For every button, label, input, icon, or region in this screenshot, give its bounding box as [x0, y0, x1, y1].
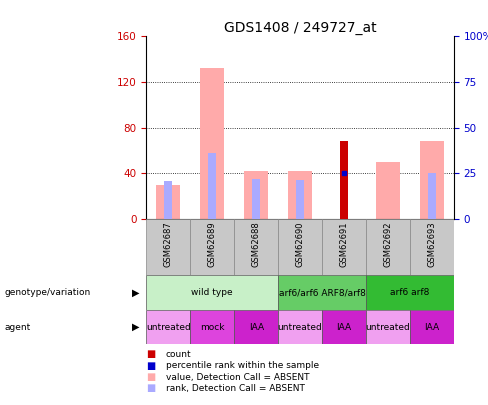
Text: GSM62691: GSM62691: [340, 222, 348, 267]
Bar: [340, 173, 348, 219]
Text: GSM62689: GSM62689: [208, 222, 217, 267]
Text: wild type: wild type: [191, 288, 233, 297]
Bar: [146, 275, 278, 310]
Bar: [208, 153, 216, 219]
Bar: [234, 219, 278, 275]
Text: mock: mock: [200, 322, 224, 332]
Bar: [288, 171, 312, 219]
Bar: [410, 219, 454, 275]
Text: ■: ■: [146, 361, 156, 371]
Title: GDS1408 / 249727_at: GDS1408 / 249727_at: [224, 21, 376, 35]
Bar: [296, 180, 304, 219]
Bar: [190, 310, 234, 344]
Bar: [278, 310, 322, 344]
Bar: [146, 219, 190, 275]
Text: rank, Detection Call = ABSENT: rank, Detection Call = ABSENT: [166, 384, 305, 393]
Text: IAA: IAA: [337, 322, 351, 332]
Text: GSM62688: GSM62688: [252, 222, 261, 267]
Bar: [252, 179, 260, 219]
Text: GSM62693: GSM62693: [427, 222, 436, 267]
Text: arf6/arf6 ARF8/arf8: arf6/arf6 ARF8/arf8: [279, 288, 366, 297]
Bar: [244, 171, 268, 219]
Text: agent: agent: [5, 322, 31, 332]
Bar: [234, 310, 278, 344]
Text: untreated: untreated: [366, 322, 410, 332]
Bar: [322, 219, 366, 275]
Text: IAA: IAA: [249, 322, 264, 332]
Text: ■: ■: [146, 384, 156, 393]
Text: untreated: untreated: [278, 322, 323, 332]
Text: count: count: [166, 350, 192, 359]
Bar: [156, 185, 181, 219]
Bar: [322, 310, 366, 344]
Bar: [146, 310, 190, 344]
Bar: [366, 275, 454, 310]
Bar: [420, 141, 444, 219]
Bar: [376, 162, 400, 219]
Text: GSM62690: GSM62690: [296, 222, 305, 267]
Text: genotype/variation: genotype/variation: [5, 288, 91, 297]
Bar: [410, 310, 454, 344]
Text: ■: ■: [146, 350, 156, 359]
Text: ▶: ▶: [132, 288, 139, 298]
Text: ▶: ▶: [132, 322, 139, 332]
Text: GSM62692: GSM62692: [384, 222, 392, 267]
Bar: [190, 219, 234, 275]
Text: GSM62687: GSM62687: [164, 222, 173, 267]
Text: IAA: IAA: [425, 322, 439, 332]
Bar: [278, 219, 322, 275]
Text: ■: ■: [146, 372, 156, 382]
Text: arf6 arf8: arf6 arf8: [390, 288, 429, 297]
Text: value, Detection Call = ABSENT: value, Detection Call = ABSENT: [166, 373, 309, 382]
Bar: [366, 219, 410, 275]
Bar: [164, 181, 172, 219]
Bar: [428, 173, 436, 219]
Bar: [366, 310, 410, 344]
Text: percentile rank within the sample: percentile rank within the sample: [166, 361, 319, 370]
Bar: [278, 275, 366, 310]
Text: untreated: untreated: [146, 322, 191, 332]
Bar: [340, 141, 348, 219]
Bar: [200, 68, 224, 219]
